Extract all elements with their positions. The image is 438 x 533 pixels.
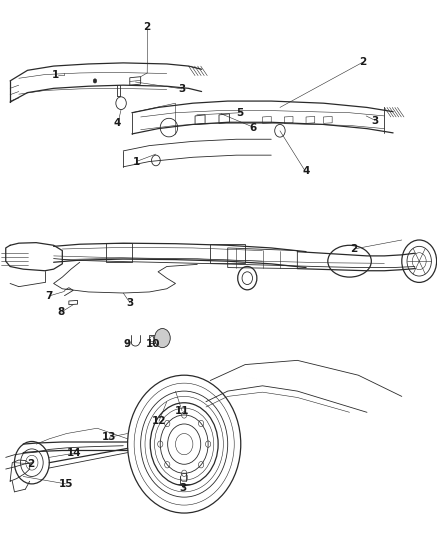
Text: 3: 3 [180, 483, 187, 493]
Text: 4: 4 [113, 118, 120, 128]
Text: 1: 1 [52, 70, 60, 79]
Text: 7: 7 [46, 290, 53, 301]
Text: 2: 2 [144, 22, 151, 32]
Text: 11: 11 [175, 406, 189, 416]
Text: 13: 13 [102, 432, 117, 442]
Text: 2: 2 [27, 459, 35, 469]
Text: 3: 3 [178, 84, 186, 94]
Text: 14: 14 [67, 448, 82, 458]
Text: 1: 1 [133, 157, 140, 166]
Circle shape [155, 328, 170, 348]
Circle shape [93, 79, 97, 83]
Text: 8: 8 [58, 307, 65, 317]
Text: 4: 4 [302, 166, 310, 176]
Text: 2: 2 [359, 58, 366, 67]
Text: 9: 9 [123, 340, 130, 350]
Text: 10: 10 [145, 340, 160, 350]
Text: 5: 5 [236, 108, 244, 118]
Text: 3: 3 [126, 297, 134, 308]
Text: 6: 6 [249, 123, 257, 133]
Text: 3: 3 [371, 116, 378, 126]
Text: 12: 12 [152, 416, 166, 426]
Text: 15: 15 [59, 479, 73, 489]
Text: 2: 2 [350, 244, 357, 254]
